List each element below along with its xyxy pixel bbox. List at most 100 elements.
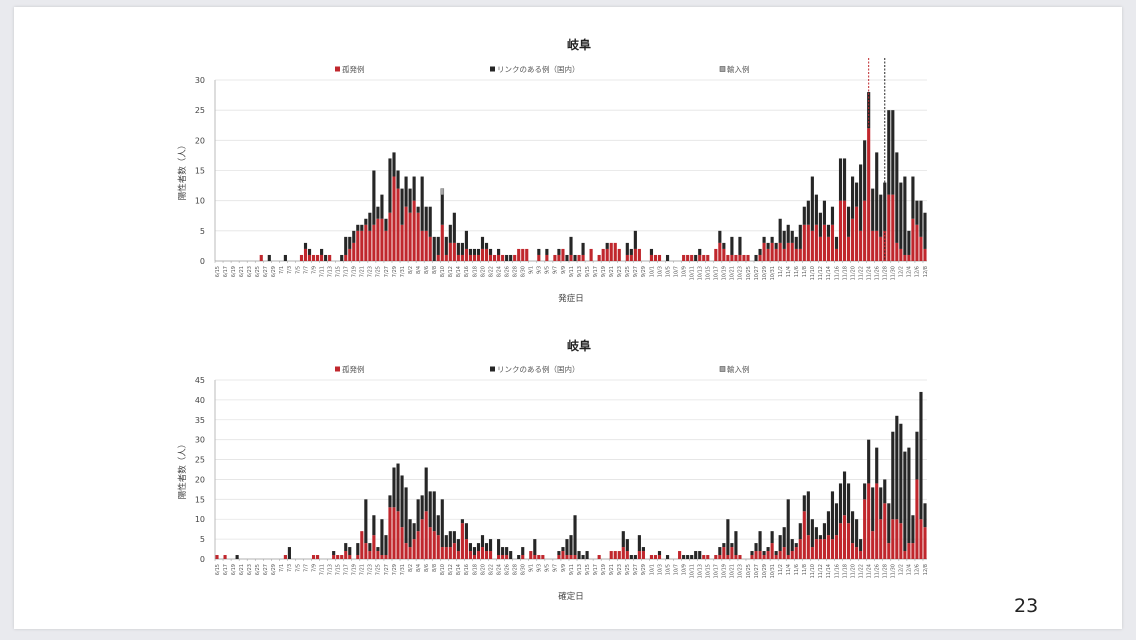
- bar-isolated: [223, 555, 227, 559]
- x-tick-label: 6/27: [263, 266, 269, 277]
- bar-isolated: [738, 555, 742, 559]
- x-tick-label: 9/29: [641, 564, 647, 575]
- bar-isolated: [734, 555, 738, 559]
- bar-isolated: [915, 224, 919, 261]
- x-tick-label: 6/29: [271, 266, 277, 277]
- bar-isolated: [609, 551, 613, 559]
- x-tick-label: 8/10: [440, 564, 446, 575]
- bar-linked: [509, 551, 513, 559]
- legend-swatch-1: [490, 66, 495, 72]
- bar-isolated: [846, 236, 851, 261]
- x-tick-label: 10/17: [714, 564, 720, 578]
- x-tick-label: 7/17: [344, 564, 350, 575]
- bar-isolated: [794, 547, 798, 559]
- bar-linked: [452, 531, 456, 544]
- bar-isolated: [376, 218, 380, 261]
- bar-isolated: [569, 555, 573, 559]
- x-tick-label: 10/31: [770, 266, 776, 280]
- x-tick-label: 10/21: [730, 266, 736, 280]
- bar-linked: [726, 519, 730, 556]
- x-tick-label: 11/26: [875, 564, 881, 578]
- bar-isolated: [436, 254, 440, 261]
- x-tick-label: 8/24: [496, 564, 502, 575]
- y-tick-label: 20: [195, 136, 205, 145]
- page-number: 23: [1014, 595, 1039, 617]
- x-tick-label: 7/21: [360, 564, 366, 575]
- bar-linked: [432, 491, 436, 532]
- bar-isolated: [714, 248, 718, 261]
- bar-linked: [919, 391, 923, 520]
- bar-isolated: [460, 254, 464, 261]
- bar-linked: [488, 248, 493, 255]
- bar-linked: [887, 503, 891, 544]
- bar-linked: [376, 206, 380, 219]
- bar-isolated: [798, 539, 802, 559]
- bar-linked: [750, 551, 754, 556]
- x-tick-label: 9/15: [585, 564, 591, 575]
- bar-linked: [372, 515, 376, 536]
- bar-isolated: [911, 218, 915, 261]
- x-tick-label: 11/14: [826, 564, 832, 578]
- bar-linked: [830, 206, 835, 225]
- bar-linked: [557, 551, 561, 556]
- x-tick-label: 10/3: [657, 564, 663, 575]
- x-tick-label: 9/3: [537, 564, 543, 572]
- bar-isolated: [468, 254, 473, 261]
- x-tick-label: 6/21: [239, 266, 245, 277]
- bar-isolated: [424, 511, 428, 559]
- bar-linked: [384, 535, 388, 556]
- bar-isolated: [316, 254, 320, 261]
- bar-isolated: [356, 230, 360, 261]
- bar-linked: [456, 242, 460, 255]
- x-tick-label: 7/27: [384, 266, 390, 277]
- bar-isolated: [653, 555, 658, 559]
- bar-isolated: [444, 254, 448, 261]
- x-tick-label: 7/19: [352, 564, 358, 575]
- bar-linked: [484, 242, 489, 249]
- bar-linked: [665, 555, 670, 559]
- x-tick-label: 8/18: [472, 564, 478, 575]
- y-tick-label: 5: [200, 227, 205, 236]
- x-tick-label: 10/25: [746, 266, 752, 280]
- bar-isolated: [364, 543, 368, 559]
- x-tick-label: 11/6: [794, 564, 800, 575]
- y-tick-label: 10: [195, 515, 205, 524]
- bar-linked: [915, 431, 919, 480]
- x-tick-label: 7/17: [344, 266, 350, 277]
- bar-isolated: [919, 236, 923, 261]
- bar-isolated: [316, 555, 320, 559]
- x-tick-label: 7/5: [295, 266, 301, 274]
- bar-linked: [348, 236, 352, 249]
- bar-linked: [344, 543, 348, 552]
- bar-linked: [846, 483, 851, 524]
- x-tick-label: 10/19: [722, 266, 728, 280]
- bar-isolated: [573, 555, 577, 559]
- bar-linked: [698, 551, 702, 559]
- bar-isolated: [484, 551, 489, 559]
- y-tick-label: 25: [195, 456, 205, 465]
- bar-isolated: [923, 527, 927, 559]
- x-tick-label: 9/21: [609, 564, 615, 575]
- bar-linked: [372, 170, 376, 225]
- x-tick-label: 10/15: [706, 564, 712, 578]
- bar-linked: [665, 254, 670, 261]
- x-tick-label: 8/26: [504, 564, 510, 575]
- bar-linked: [911, 176, 915, 219]
- bar-isolated: [686, 254, 690, 261]
- bar-linked: [505, 547, 509, 556]
- x-tick-label: 6/17: [223, 564, 229, 575]
- bar-linked: [802, 206, 806, 225]
- bar-isolated: [718, 242, 722, 261]
- x-tick-label: 10/1: [649, 266, 655, 277]
- bar-isolated: [299, 254, 304, 261]
- bar-isolated: [867, 483, 871, 559]
- bar-isolated: [340, 555, 344, 559]
- bar-isolated: [529, 551, 533, 559]
- bar-linked: [895, 415, 899, 520]
- bar-isolated: [561, 248, 565, 261]
- bar-isolated: [818, 236, 822, 261]
- x-tick-label: 7/5: [295, 564, 301, 572]
- bar-linked: [488, 539, 493, 552]
- bar-isolated: [311, 254, 316, 261]
- x-tick-label: 8/2: [408, 564, 414, 572]
